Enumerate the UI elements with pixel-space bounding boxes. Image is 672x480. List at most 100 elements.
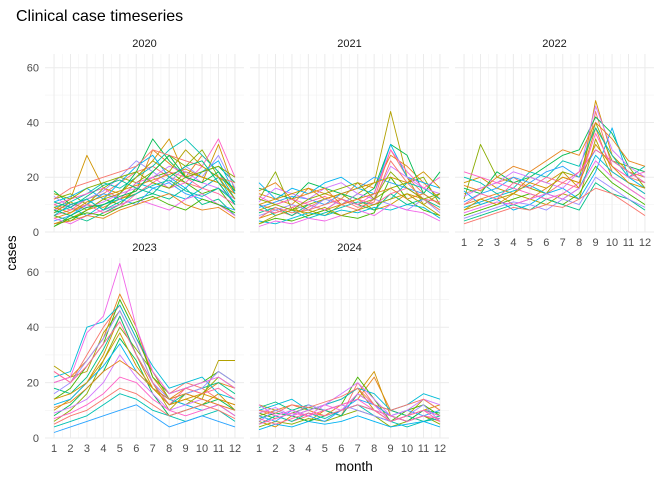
x-tick-label: 3: [84, 443, 90, 455]
panel-2021: 2021: [250, 38, 449, 233]
series-line: [258, 387, 441, 411]
series-line: [53, 154, 236, 217]
series-line: [258, 193, 441, 225]
y-tick-label: 20: [27, 172, 39, 184]
x-tick-label: 6: [543, 237, 549, 249]
series-line: [258, 204, 441, 225]
x-tick-label: 1: [51, 443, 57, 455]
series-line: [53, 404, 236, 433]
panel-strip-label: 2020: [132, 38, 156, 50]
series-line: [258, 171, 441, 206]
series-line: [53, 387, 236, 425]
series-line: [258, 176, 441, 225]
x-tick-label: 12: [434, 443, 446, 455]
x-tick-label: 12: [229, 443, 241, 455]
series-line: [463, 187, 646, 225]
series-line: [463, 149, 646, 205]
series-line: [258, 398, 441, 425]
series-line: [463, 127, 646, 211]
y-tick-label: 40: [27, 117, 39, 129]
panel-strip-label: 2023: [132, 242, 156, 254]
x-tick-label: 4: [100, 443, 106, 455]
x-tick-label: 5: [117, 443, 123, 455]
chart-title: Clinical case timeseries: [16, 8, 183, 25]
series-line: [53, 326, 236, 422]
series-line: [53, 310, 236, 400]
series-line: [463, 116, 646, 195]
series-line: [53, 165, 236, 200]
x-tick-label: 12: [639, 237, 651, 249]
series-line: [53, 138, 236, 206]
panel-strip-label: 2022: [542, 38, 566, 50]
series-line: [463, 105, 646, 197]
panel-2020: 2020 0 20 40 60: [27, 38, 244, 239]
series-line: [463, 176, 646, 219]
x-tick-label: 9: [183, 443, 189, 455]
y-tick-label: 40: [27, 322, 39, 334]
series-line: [258, 404, 441, 425]
panel-strip-label: 2024: [337, 242, 361, 254]
series-line: [258, 182, 441, 206]
x-tick-label: 4: [510, 237, 516, 249]
series-line: [53, 360, 236, 411]
x-tick-label: 11: [213, 443, 224, 455]
series-line: [258, 143, 441, 200]
x-tick-label: 11: [418, 443, 429, 455]
series-line: [53, 160, 236, 208]
x-tick-label: 7: [150, 443, 156, 455]
series-line: [53, 168, 236, 214]
x-tick-label: 7: [560, 237, 566, 249]
series-line: [258, 415, 441, 431]
x-axis-title: month: [335, 459, 373, 474]
x-tick-label: 2: [67, 443, 73, 455]
series-line: [53, 332, 236, 406]
x-tick-label: 9: [388, 443, 394, 455]
x-tick-label: 3: [494, 237, 500, 249]
y-tick-label: 60: [27, 267, 39, 279]
series-line: [53, 299, 236, 400]
x-tick-label: 2: [477, 237, 483, 249]
series-line: [463, 182, 646, 222]
y-tick-label: 20: [27, 378, 39, 390]
x-tick-label: 8: [371, 443, 377, 455]
series-line: [258, 143, 441, 200]
x-tick-label: 9: [593, 237, 599, 249]
series-line: [463, 132, 646, 200]
x-tick-label: 7: [355, 443, 361, 455]
series-line: [463, 100, 646, 195]
x-tick-label: 8: [166, 443, 172, 455]
x-tick-label: 10: [606, 237, 618, 249]
series-line: [53, 179, 236, 216]
x-tick-label: 10: [401, 443, 413, 455]
series-line: [53, 171, 236, 217]
series-line: [53, 263, 236, 395]
x-tick-label: 4: [305, 443, 311, 455]
x-tick-label: 5: [322, 443, 328, 455]
series-line: [258, 387, 441, 414]
series-line: [53, 321, 236, 406]
series-line: [258, 171, 441, 211]
x-tick-label: 5: [527, 237, 533, 249]
x-tick-label: 1: [256, 443, 262, 455]
y-tick-label: 0: [33, 227, 39, 239]
y-tick-label: 0: [33, 433, 39, 445]
series-line: [258, 160, 441, 219]
x-tick-label: 3: [289, 443, 295, 455]
y-tick-label: 60: [27, 63, 39, 75]
x-tick-label: 11: [623, 237, 634, 249]
series-line: [463, 122, 646, 192]
x-tick-label: 10: [196, 443, 208, 455]
panel-strip-label: 2021: [337, 38, 361, 50]
series-line: [53, 304, 236, 400]
y-axis-title: cases: [4, 235, 19, 271]
x-tick-label: 8: [576, 237, 582, 249]
series-line: [53, 195, 236, 227]
series-line: [53, 193, 236, 225]
series-line: [53, 176, 236, 217]
series-line: [258, 398, 441, 422]
x-tick-label: 6: [338, 443, 344, 455]
